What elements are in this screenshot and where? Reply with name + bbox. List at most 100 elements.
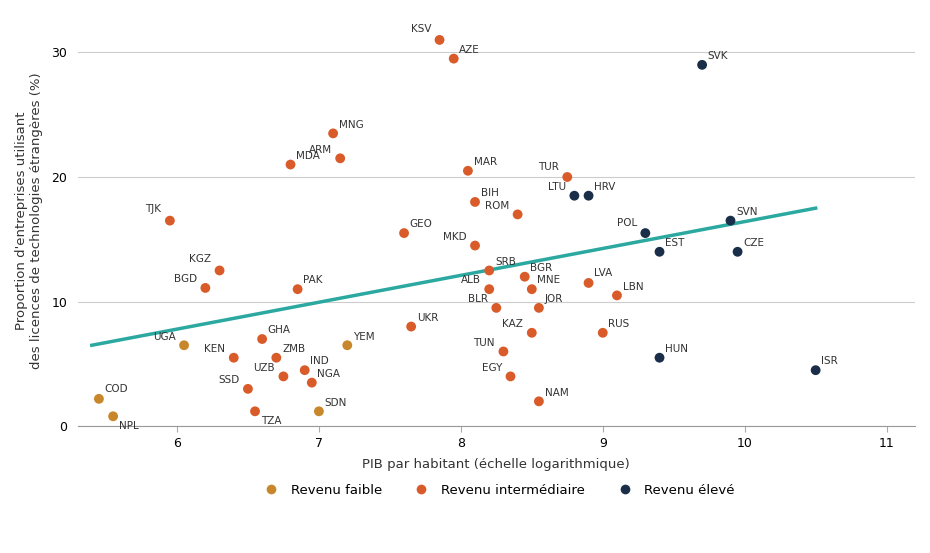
Text: KGZ: KGZ [189,254,211,264]
Text: EST: EST [665,238,684,248]
Point [404,322,418,331]
Text: MDA: MDA [296,151,320,161]
Point [255,335,270,343]
Point [396,229,411,238]
Text: GEO: GEO [410,220,432,229]
Text: YEM: YEM [353,331,375,342]
Point [446,54,461,63]
Text: IND: IND [311,357,329,367]
Text: MNG: MNG [339,119,364,129]
Text: NGA: NGA [317,369,340,379]
Point [581,279,596,288]
Point [496,347,511,356]
Point [511,210,525,219]
Point [609,291,624,300]
Point [460,166,475,175]
Point [283,160,298,169]
Text: MKD: MKD [443,232,467,242]
Text: TZA: TZA [260,416,281,426]
Text: BGR: BGR [530,263,552,273]
Text: ISR: ISR [821,357,838,367]
Point [326,129,340,138]
Point [212,266,227,275]
Point [177,341,192,349]
Text: TUR: TUR [538,162,559,172]
Text: UKR: UKR [417,313,438,323]
Point [198,284,213,293]
Point [468,197,483,206]
Point [567,191,582,200]
Point [482,285,497,294]
Text: SVK: SVK [708,51,728,61]
Text: TUN: TUN [473,338,495,348]
Text: PAK: PAK [303,275,323,285]
Point [276,372,291,381]
Text: MAR: MAR [473,157,497,167]
Text: BGD: BGD [174,274,197,284]
Text: TJK: TJK [145,205,162,215]
Text: HRV: HRV [594,182,616,192]
Y-axis label: Proportion d'entreprises utilisant
des licences de technologies étrangères (%): Proportion d'entreprises utilisant des l… [15,72,43,369]
Text: SVN: SVN [737,207,758,217]
Text: ARM: ARM [309,144,332,155]
Text: KEN: KEN [205,344,225,354]
Point [269,353,284,362]
Text: GHA: GHA [268,325,291,335]
Point [525,285,539,294]
Point [560,173,575,181]
Text: SRB: SRB [495,257,516,267]
Text: SSD: SSD [219,375,239,385]
Point [312,407,326,416]
Point [298,366,312,374]
Text: AZE: AZE [459,45,480,55]
Point [638,229,653,238]
Text: JOR: JOR [545,294,563,304]
Text: KAZ: KAZ [502,319,524,329]
Text: ZMB: ZMB [282,344,305,354]
X-axis label: PIB par habitant (échelle logarithmique): PIB par habitant (échelle logarithmique) [363,458,631,471]
Point [304,378,319,387]
Text: NPL: NPL [119,421,139,431]
Point [468,241,483,250]
Text: RUS: RUS [608,319,630,329]
Point [723,216,737,225]
Point [652,247,667,256]
Text: NAM: NAM [545,388,568,398]
Point [531,304,546,312]
Text: UGA: UGA [153,331,176,342]
Point [333,154,348,163]
Text: LVA: LVA [594,268,613,278]
Point [489,304,504,312]
Text: POL: POL [617,218,637,228]
Text: ROM: ROM [485,201,509,211]
Point [531,397,546,406]
Point [808,366,823,374]
Text: BLR: BLR [468,294,488,304]
Point [581,191,596,200]
Text: BIH: BIH [481,188,498,198]
Point [432,35,447,44]
Text: COD: COD [104,384,128,394]
Point [163,216,178,225]
Point [106,412,121,421]
Point [339,341,354,349]
Legend: Revenu faible, Revenu intermédiaire, Revenu élevé: Revenu faible, Revenu intermédiaire, Rev… [252,478,740,502]
Text: LBN: LBN [622,281,644,291]
Point [247,407,262,416]
Point [595,328,610,337]
Text: HUN: HUN [665,344,688,354]
Point [482,266,497,275]
Point [695,60,710,69]
Point [226,353,241,362]
Text: KSV: KSV [410,24,431,34]
Text: UZB: UZB [253,363,275,373]
Text: ALB: ALB [460,275,481,285]
Point [290,285,305,294]
Point [730,247,745,256]
Point [525,328,539,337]
Point [91,394,106,403]
Text: EGY: EGY [482,363,502,373]
Point [517,272,532,281]
Point [652,353,667,362]
Text: MNE: MNE [538,275,561,285]
